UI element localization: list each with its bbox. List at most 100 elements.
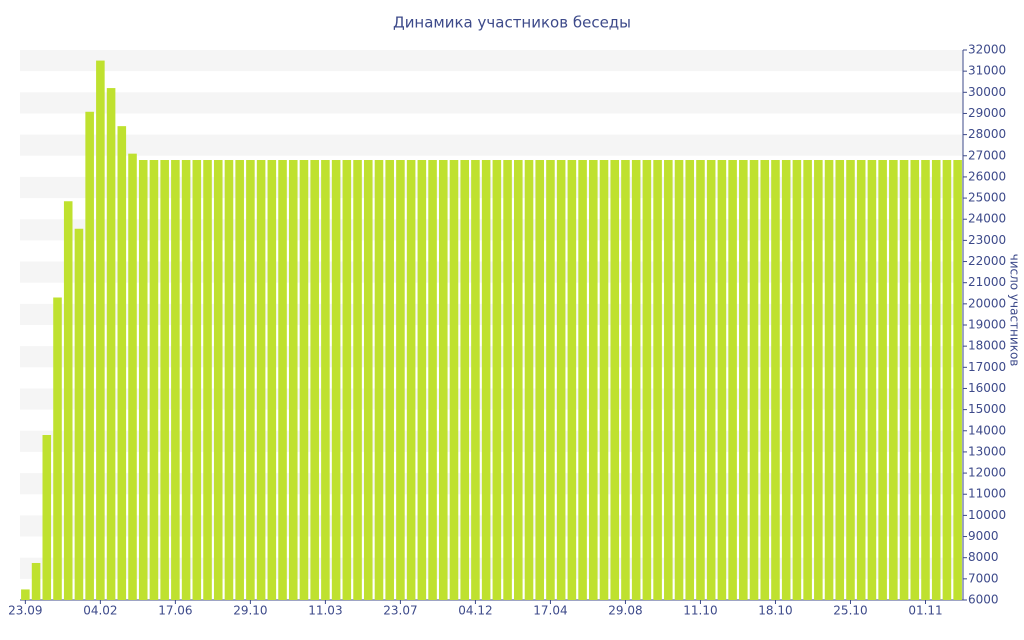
x-tick-label: 17.06 [158,604,192,618]
bar [717,160,727,600]
bar [363,160,373,600]
bar [664,160,673,600]
bar [739,160,748,600]
bar [567,160,577,600]
bar [846,160,855,600]
bar [460,160,469,600]
y-tick-label: 23000 [968,233,1006,247]
bar [438,160,448,600]
grid-band [20,219,963,241]
bar [235,160,244,600]
y-tick-label: 22000 [968,254,1006,268]
bar [878,160,887,600]
bar [310,160,319,600]
bar [374,160,384,600]
grid-band [20,473,963,495]
bar [74,228,84,600]
bar [321,160,330,600]
grid-band [20,388,963,410]
bar [449,160,459,600]
bar [42,435,52,600]
x-tick-label: 29.10 [233,604,267,618]
bar [856,160,866,600]
y-tick-label: 7000 [968,571,999,585]
x-tick-label: 11.03 [308,604,342,618]
x-tick-label: 23.07 [383,604,417,618]
bar [921,160,930,600]
bar [256,160,266,600]
y-tick-label: 32000 [968,43,1006,57]
bar [331,160,341,600]
bar [385,160,394,600]
bar [128,153,137,600]
bar [21,589,30,600]
bar [599,160,609,600]
bar [685,160,695,600]
bar [556,160,566,600]
bar [246,160,255,600]
bar [288,160,298,600]
bar [535,160,545,600]
bar [278,160,287,600]
bar [417,160,427,600]
bar [824,160,834,600]
bar [642,160,652,600]
bar [578,160,587,600]
bar [492,160,502,600]
grid-band [20,346,963,368]
y-tick-label: 25000 [968,191,1006,205]
bar [171,160,180,600]
bar [267,160,277,600]
bar [728,160,737,600]
bar [514,160,523,600]
grid-band [20,92,963,114]
y-tick-label: 24000 [968,212,1006,226]
bar [610,160,620,600]
bar [149,160,159,600]
bar [771,160,780,600]
bar [106,88,116,601]
bar [160,160,169,600]
bar [192,160,202,600]
y-tick-label: 8000 [968,550,999,564]
bar [85,111,94,601]
y-tick-label: 13000 [968,444,1006,458]
bar [299,160,309,600]
bar [428,160,437,600]
y-tick-label: 27000 [968,148,1006,162]
x-tick-label: 18.10 [758,604,792,618]
x-tick-label: 11.10 [683,604,717,618]
bar [224,160,234,600]
y-tick-label: 12000 [968,466,1006,480]
bar [396,160,405,600]
bar [353,160,362,600]
bar [117,126,127,601]
grid-band [20,50,963,72]
y-tick-label: 9000 [968,529,999,543]
bar [471,160,480,600]
bar [953,160,962,600]
x-tick-label: 25.10 [833,604,867,618]
y-tick-label: 6000 [968,593,999,607]
y-tick-label: 28000 [968,127,1006,141]
y-tick-label: 15000 [968,402,1006,416]
y-tick-label: 17000 [968,360,1006,374]
grid-band [20,515,963,537]
bar [631,160,641,600]
bar [942,160,952,600]
bar [524,160,534,600]
x-tick-label: 04.12 [458,604,492,618]
x-tick-label: 01.11 [908,604,942,618]
bar [674,160,684,600]
bar [621,160,630,600]
x-tick-label: 29.08 [608,604,642,618]
bar [814,160,823,600]
bar [53,297,62,600]
y-tick-label: 18000 [968,339,1006,353]
bar [181,160,191,600]
bar [889,160,898,600]
bar [803,160,812,600]
y-tick-label: 20000 [968,296,1006,310]
bar [31,562,41,600]
chart-title: Динамика участников беседы [393,14,631,32]
